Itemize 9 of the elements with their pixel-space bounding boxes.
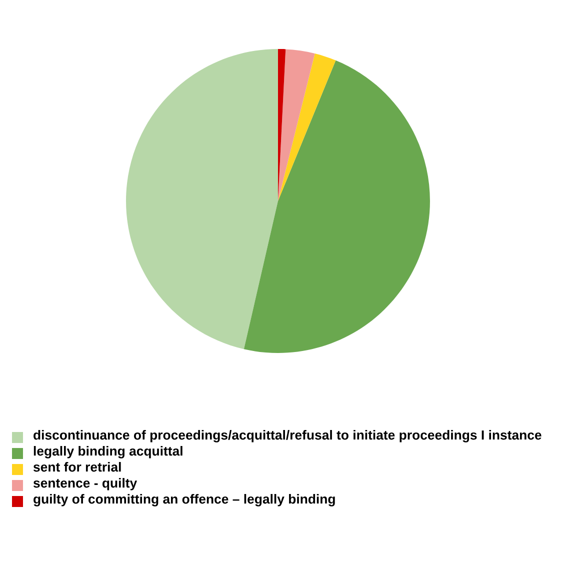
pie-slice (244, 60, 430, 353)
legend-label: sent for retrial (33, 462, 121, 472)
legend-label: guilty of committing an offence – legally binding (34, 494, 335, 506)
pie-slice (278, 49, 315, 201)
legend-label: legally binding acquittal (34, 446, 182, 458)
legend-label: sentence - quilty (33, 478, 138, 490)
legend-label: discontinuance of proceedings/acquittal/refusal to initiate proceedings I instance (34, 430, 542, 442)
pie-slice (126, 49, 278, 350)
pie-slice (278, 54, 336, 201)
